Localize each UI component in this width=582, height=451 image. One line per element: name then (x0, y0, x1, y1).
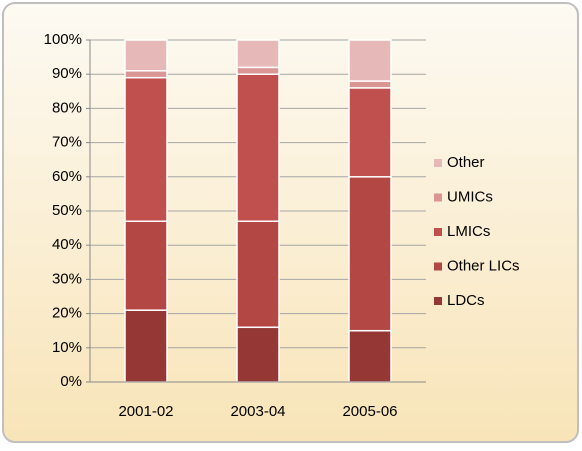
y-tick-label: 70% (52, 134, 82, 151)
x-tick-label: 2001-02 (118, 403, 173, 420)
y-tick-label: 60% (52, 168, 82, 185)
bar-segment (124, 220, 168, 311)
y-tick-label: 100% (44, 31, 82, 48)
y-tick-label: 10% (52, 339, 82, 356)
legend-swatch (434, 228, 442, 236)
y-tick-label: 30% (52, 270, 82, 287)
legend-label: LMICs (447, 223, 490, 240)
bar-segment (124, 76, 168, 223)
y-tick-label: 80% (52, 99, 82, 116)
legend-label: Other (447, 154, 485, 171)
bar-segment (236, 220, 280, 329)
legend-label: UMICs (447, 188, 493, 205)
legend-label: LDCs (447, 292, 485, 309)
bar-segment (348, 329, 392, 383)
bar-segment (236, 39, 280, 69)
y-tick-label: 50% (52, 202, 82, 219)
legend-label: Other LICs (447, 257, 520, 274)
bar-segment (236, 73, 280, 223)
chart-frame (2, 2, 579, 443)
bar-segment (348, 87, 392, 178)
legend-swatch (434, 159, 442, 167)
bar-segment (348, 39, 392, 82)
bar-segment (124, 39, 168, 72)
bar-segment (348, 80, 392, 89)
bar-segment (124, 70, 168, 79)
legend-swatch (434, 262, 442, 271)
bar-segment (236, 326, 280, 383)
x-tick-label: 2005-06 (342, 403, 397, 420)
y-tick-label: 0% (60, 373, 82, 390)
legend-swatch (434, 297, 442, 305)
bar-segment (236, 66, 280, 75)
bar-segment (124, 309, 168, 383)
bar-segment (348, 176, 392, 332)
y-tick-label: 40% (52, 236, 82, 253)
y-tick-label: 20% (52, 305, 82, 322)
y-tick-label: 90% (52, 65, 82, 82)
x-tick-label: 2003-04 (230, 403, 285, 420)
legend-swatch (434, 193, 442, 202)
